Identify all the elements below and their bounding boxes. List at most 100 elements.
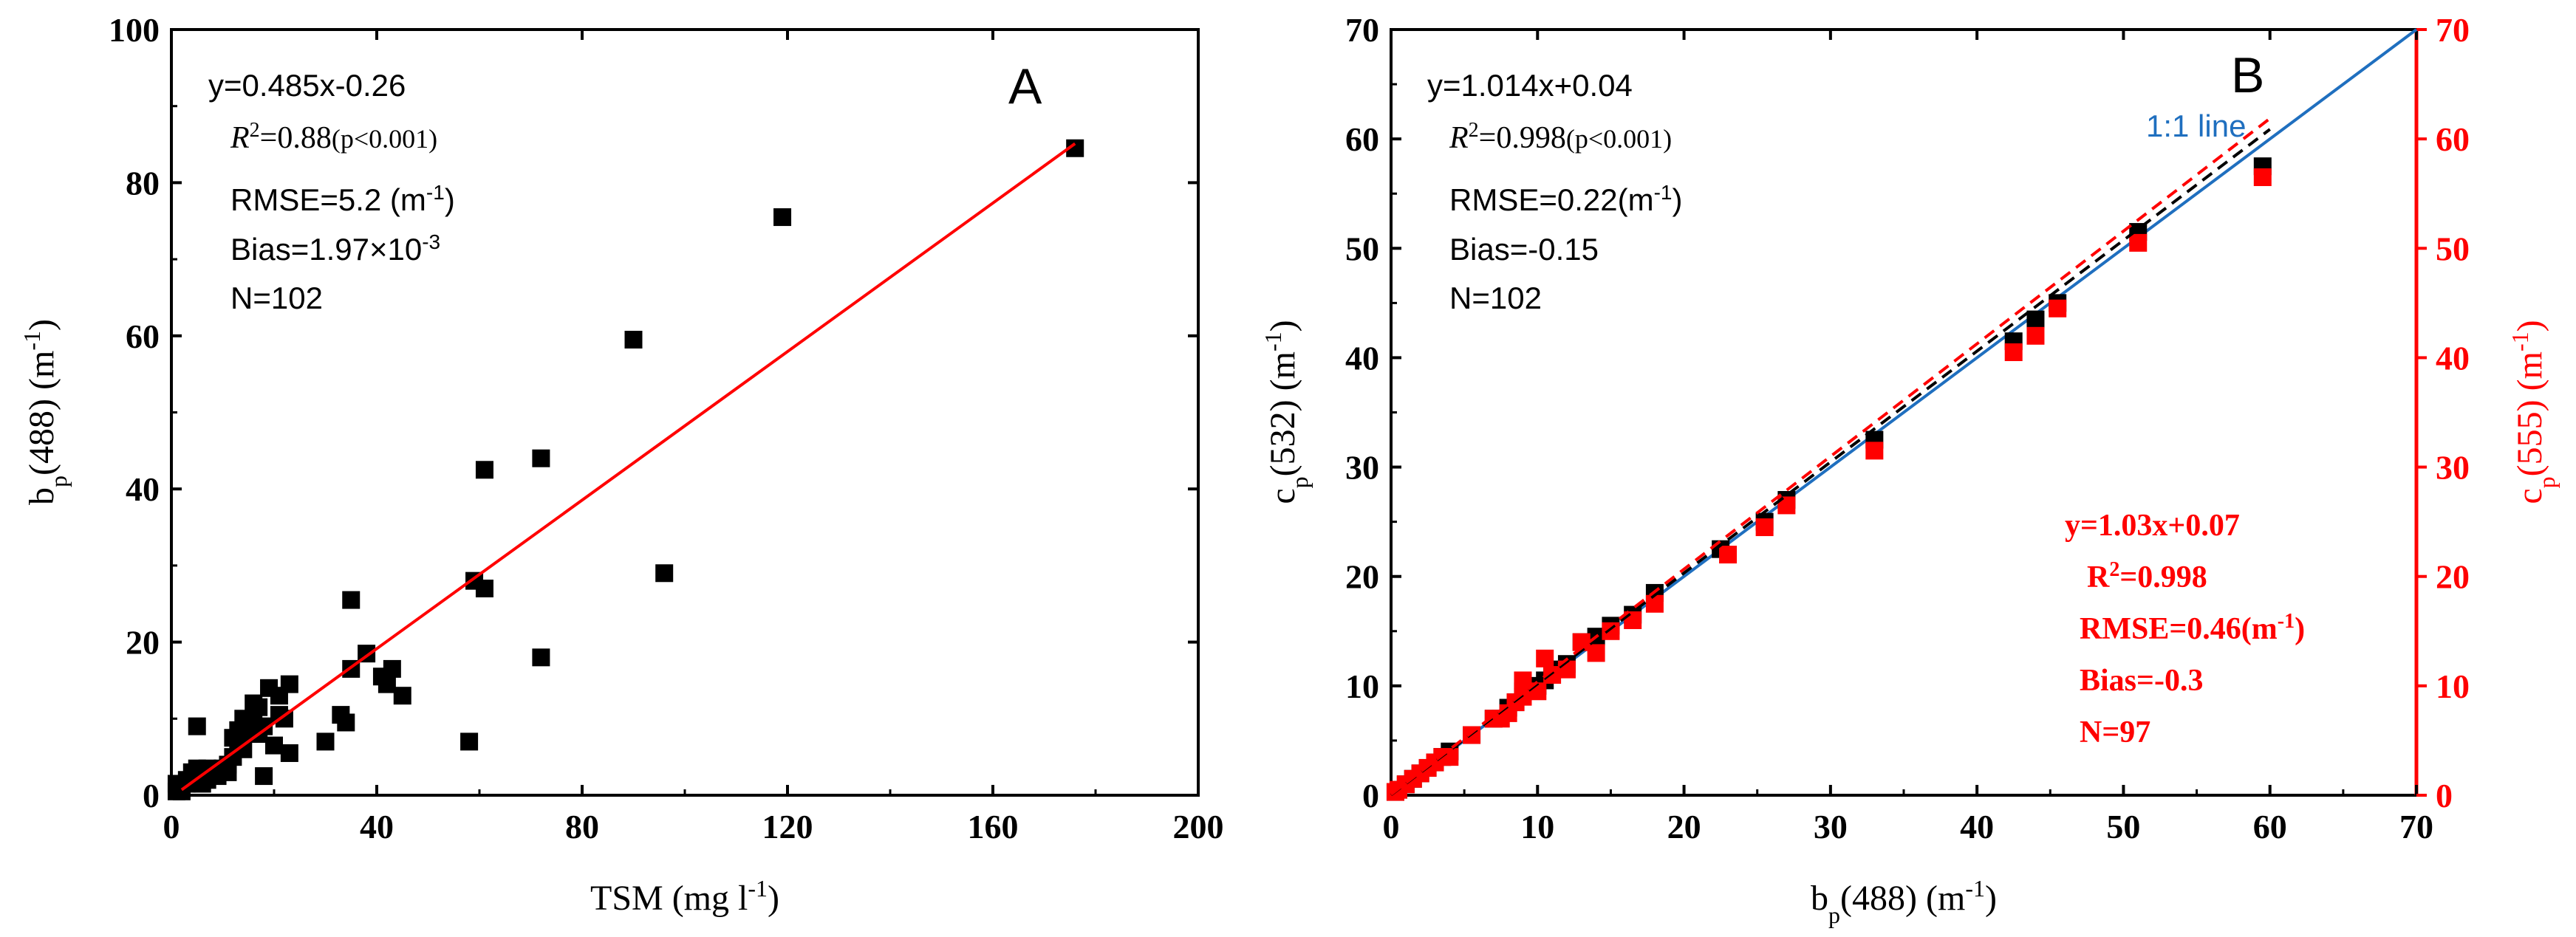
panel-a-data-point (460, 732, 479, 751)
panel-a-data-point (475, 461, 493, 479)
panel-b-data-point-555 (2253, 168, 2272, 186)
panel-a-fit-equation: y=0.485x-0.26 (208, 68, 406, 103)
panel-b-y-tick-label: 0 (1362, 777, 1379, 814)
panel-a-bias: Bias=1.97×10-3 (230, 230, 440, 267)
panel-b-right-y-tick-label: 70 (2436, 11, 2470, 49)
panel-b-r2-555: R2=0.998 (2087, 558, 2207, 595)
panel-a-data-point (250, 698, 268, 716)
panel-a-data-point (655, 564, 674, 583)
panel-b-n-532: N=102 (1449, 281, 1542, 315)
panel-a-y-tick-label: 100 (109, 11, 160, 49)
panel-b-right-y-tick-label: 0 (2436, 777, 2453, 814)
panel-b-right-y-axis-label: cp(555) (m-1) (2507, 320, 2560, 504)
panel-b-y-tick-label: 50 (1345, 230, 1379, 267)
panel-a-n: N=102 (230, 281, 323, 315)
panel-a-data-point (532, 449, 550, 467)
panel-a-fit-line (180, 142, 1076, 792)
panel-a-x-tick-label: 80 (565, 808, 599, 845)
panel-a-points (167, 139, 1084, 800)
panel-a-data-point (316, 732, 335, 751)
panel-b-bias-555: Bias=-0.3 (2080, 664, 2203, 698)
panel-a-y-tick-label: 80 (126, 164, 160, 202)
panel-b-right-y-ticks: 0 10 20 30 40 50 60 70 (2416, 11, 2470, 814)
panel-a-data-point (188, 717, 206, 735)
panel-a-y-tick-label: 0 (143, 777, 160, 814)
panel-b-data-point-555 (1536, 649, 1554, 667)
panel-a-rmse: RMSE=5.2 (m-1) (230, 181, 455, 218)
panel-a-y-tick-label: 20 (126, 624, 160, 662)
panel-a-data-point (624, 330, 643, 349)
panel-b-x-tick-label: 0 (1383, 808, 1400, 845)
panel-b-y-tick-label: 30 (1345, 449, 1379, 487)
panel-b-one-to-one-label: 1:1 line (2146, 109, 2246, 143)
panel-b-right-y-tick-label: 40 (2436, 339, 2470, 377)
panel-a-label: A (1008, 58, 1042, 114)
panel-b-data-point-532 (2026, 310, 2045, 329)
panel-b: 0 10 20 30 40 50 60 70 0 10 20 30 40 50 60 70 0 10 20 30 4… (1260, 11, 2560, 928)
panel-b-x-tick-label: 30 (1814, 808, 1848, 845)
panel-b-x-tick-label: 20 (1667, 808, 1701, 845)
panel-b-fit-line-555 (1390, 117, 2271, 796)
panel-b-right-y-tick-label: 20 (2436, 558, 2470, 596)
panel-b-right-y-tick-label: 30 (2436, 449, 2470, 487)
panel-b-data-point-555 (2026, 326, 2045, 345)
panel-a-data-point (270, 687, 288, 705)
panel-a-x-tick-label: 40 (360, 808, 394, 845)
panel-a-y-tick-label: 60 (126, 318, 160, 355)
panel-b-data-point-555 (1865, 442, 1884, 460)
panel-a-y-ticks: 0 20 40 60 80 100 (109, 11, 1198, 814)
panel-b-data-point-555 (2004, 343, 2023, 362)
panel-b-fit-equation-532: y=1.014x+0.04 (1427, 68, 1633, 103)
panel-a-y-axis-label: bp(488) (m-1) (18, 319, 72, 505)
panel-b-n-555: N=97 (2080, 715, 2150, 749)
panel-a-x-tick-label: 120 (762, 808, 813, 845)
panel-a-r2: R2=0.88(p<0.001) (230, 119, 437, 156)
panel-b-data-point-555 (1719, 546, 1738, 564)
panel-a-data-point (342, 591, 361, 609)
panel-b-y-tick-label: 60 (1345, 120, 1379, 158)
panel-a-x-tick-label: 200 (1173, 808, 1224, 845)
panel-b-right-y-tick-label: 10 (2436, 667, 2470, 705)
panel-b-y-tick-label: 70 (1345, 11, 1379, 49)
panel-b-x-ticks: 0 10 20 30 40 50 60 70 (1383, 30, 2433, 845)
panel-b-bias-532: Bias=-0.15 (1449, 232, 1599, 267)
panel-b-label: B (2231, 47, 2264, 103)
panel-b-x-tick-label: 40 (1960, 808, 1994, 845)
panel-b-x-axis-label: bp(488) (m-1) (1811, 875, 1997, 928)
panel-a-data-point (377, 675, 396, 693)
panel-b-y-tick-label: 10 (1345, 667, 1379, 705)
panel-a: 0 40 80 120 160 200 0 20 40 60 80 100 A y=0.485x-0… (18, 11, 1224, 918)
panel-a-data-point (773, 208, 792, 227)
panel-a-data-point (280, 744, 298, 762)
panel-b-right-y-tick-label: 60 (2436, 120, 2470, 158)
panel-b-fit-line-532 (1390, 128, 2271, 797)
panel-b-y-tick-label: 20 (1345, 558, 1379, 596)
panel-b-data-point-555 (2129, 233, 2148, 252)
panel-a-x-tick-label: 0 (163, 808, 180, 845)
panel-b-r2-532: R2=0.998(p<0.001) (1449, 119, 1672, 156)
panel-a-y-tick-label: 40 (126, 470, 160, 508)
panel-a-data-point (337, 713, 355, 732)
panel-b-data-point-555 (1514, 671, 1532, 690)
panel-a-x-tick-label: 160 (968, 808, 1019, 845)
panel-a-data-point (393, 687, 411, 705)
panel-b-y-axis-label: cp(532) (m-1) (1260, 320, 1313, 504)
panel-b-y-ticks: 0 10 20 30 40 50 60 70 (1345, 11, 1401, 814)
panel-a-data-point (532, 648, 550, 667)
panel-a-x-ticks: 0 40 80 120 160 200 (163, 30, 1224, 845)
panel-b-rmse-532: RMSE=0.22(m-1) (1449, 181, 1683, 218)
panel-b-x-tick-label: 70 (2399, 808, 2433, 845)
panel-b-rmse-555: RMSE=0.46(m-1) (2080, 610, 2305, 647)
panel-a-x-axis-label: TSM (mg l-1) (590, 875, 779, 918)
panel-b-x-tick-label: 50 (2106, 808, 2140, 845)
panel-b-data-point-555 (1645, 594, 1664, 613)
panel-b-y-tick-label: 40 (1345, 339, 1379, 377)
panel-a-data-point (265, 736, 283, 755)
panel-b-x-tick-label: 60 (2253, 808, 2287, 845)
panel-b-data-point-555 (2049, 299, 2067, 318)
panel-b-right-y-tick-label: 50 (2436, 230, 2470, 267)
panel-b-x-tick-label: 10 (1520, 808, 1554, 845)
panel-b-fit-equation-555: y=1.03x+0.07 (2065, 509, 2240, 543)
panel-a-data-point (255, 767, 273, 786)
